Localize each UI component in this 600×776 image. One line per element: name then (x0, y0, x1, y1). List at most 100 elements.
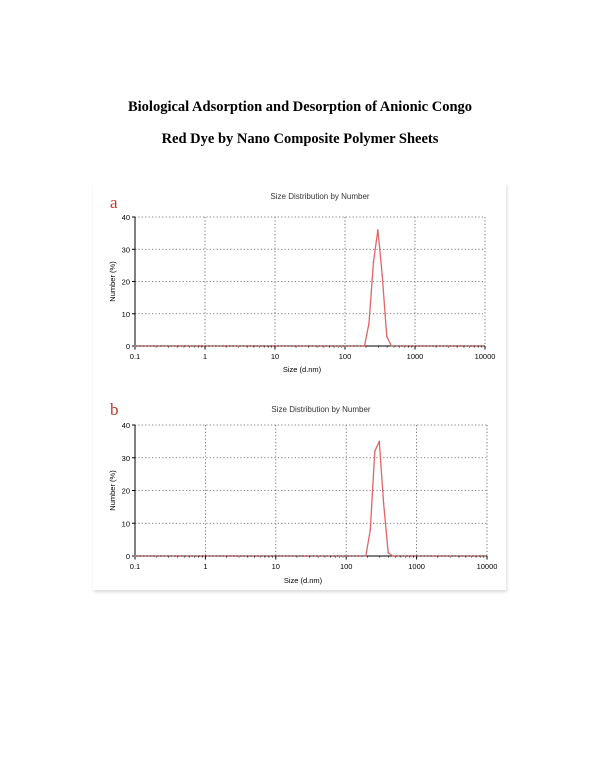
chart-a-baseline-point (185, 345, 188, 347)
chart-a-xtick-label-5: 10000 (475, 352, 496, 361)
chart-b-baseline-point (206, 555, 209, 557)
chart-a-series-point-1 (368, 322, 370, 325)
chart-a-baseline-point (140, 345, 143, 347)
chart-b-xtick-label-1: 1 (203, 562, 207, 571)
chart-a-baseline-point (258, 345, 260, 347)
chart-b-baseline-point (439, 555, 441, 557)
chart-a-baseline-point (395, 345, 398, 347)
chart-b-baseline-point (328, 555, 330, 557)
chart-b-xlabel: Size (d.nm) (284, 576, 323, 585)
chart-b-baseline-point (418, 555, 421, 557)
chart-b-baseline-point (352, 555, 355, 557)
chart-a-baseline-point (247, 345, 250, 347)
chart-a-baseline-point (320, 345, 322, 347)
chart-a-baseline-point (223, 345, 226, 347)
chart-b-series-point-0 (365, 555, 367, 557)
chart-b-series-point-5 (387, 551, 390, 554)
chart-b-svg: 0 10 20 30 40 0.1 1 10 100 1000 10000 Size Distribu… (108, 405, 497, 585)
chart-b-baseline-point (251, 555, 254, 557)
chart-b-baseline-point (435, 555, 438, 557)
chart-b-xtick-label-0: 0.1 (130, 562, 140, 571)
chart-a-baseline-point (340, 345, 343, 347)
chart-b-ylabel: Number (%) (108, 470, 117, 511)
chart-a-series-point-0 (363, 345, 366, 347)
chart-a-baseline-point (337, 345, 340, 347)
chart-a-ylabel: Number (%) (108, 261, 117, 302)
chart-a-ytick-label-1: 10 (122, 310, 130, 319)
chart-a-series-point-4 (381, 274, 384, 276)
chart-a-baseline-point (244, 345, 247, 347)
chart-a-baseline-point (265, 345, 267, 347)
chart-b-baseline-point (324, 555, 327, 557)
chart-a-baseline-point (282, 345, 285, 347)
chart-a-series-point-6 (390, 345, 393, 347)
chart-a-baseline-point (423, 345, 426, 347)
chart-a-baseline-point (302, 345, 305, 347)
chart-b-baseline-point (193, 555, 195, 557)
chart-b-baseline-point (359, 555, 362, 557)
chart-b-baseline-point (480, 555, 483, 557)
chart-a-baseline-point (192, 345, 195, 347)
chart-a-baseline-point (327, 345, 329, 347)
chart-a-baseline-point (316, 345, 319, 347)
chart-a-baseline-point (199, 345, 202, 347)
chart-a-ytick-label-2: 20 (122, 278, 130, 287)
chart-b-ytick-label-2: 20 (122, 487, 130, 496)
chart-a-baseline-point (158, 345, 161, 347)
chart-a-baseline-point (209, 345, 212, 347)
chart-b-baseline-point (477, 555, 479, 557)
chart-a-baseline-point (168, 345, 171, 347)
chart-a-baseline-point (416, 345, 419, 347)
chart-a-baseline-point (285, 345, 288, 347)
chart-a-baseline-point (171, 345, 174, 347)
chart-a-baseline-point (358, 345, 360, 347)
chart-b-series-point-2 (374, 450, 376, 452)
chart-b-series-point-6 (392, 555, 394, 557)
chart-b-baseline-point (397, 555, 400, 557)
chart-a-baseline-point (206, 345, 209, 347)
chart-a-baseline-point (361, 345, 364, 347)
chart-a-baseline-point (333, 345, 336, 347)
chart-b-baseline-point (335, 555, 337, 557)
chart-a-series-point-2 (372, 261, 375, 263)
chart-a-baseline-point (430, 345, 433, 347)
chart-a-series-line-0 (363, 229, 392, 347)
chart-b-title: Size Distribution by Number (271, 405, 370, 414)
chart-a-baseline-point (402, 345, 405, 347)
chart-a-baseline-point (147, 345, 150, 347)
chart-a-svg: 0 10 20 30 40 0.1 1 10 100 1000 10000 Size Distribu… (108, 192, 496, 374)
chart-b-series-line-0 (365, 440, 394, 557)
chart-b-baseline-point (234, 555, 237, 557)
chart-b-baseline-point (463, 555, 466, 557)
chart-b-baseline-point (404, 555, 407, 557)
chart-a-baseline-point (468, 345, 471, 347)
chart-b-baseline-point (338, 555, 341, 557)
chart-b-baseline-point (165, 555, 168, 557)
chart-b-baseline-point (161, 555, 164, 557)
chart-a-baseline-point (216, 345, 219, 347)
chart-a-baseline-point (261, 345, 264, 347)
chart-a-baseline-point (392, 345, 395, 347)
chart-b-baseline-point (449, 555, 452, 557)
chart-a-xtick-label-2: 10 (271, 352, 279, 361)
chart-b-baseline-point (290, 555, 292, 557)
chart-a-baseline-point (203, 345, 205, 347)
chart-b-series-point-1 (369, 529, 372, 531)
chart-b-baseline-point (137, 555, 140, 557)
chart-b-baseline-point (428, 555, 431, 557)
chart-a-baseline-point (440, 345, 443, 347)
chart-b-baseline-point (307, 555, 310, 557)
chart-b-baseline-point (456, 555, 459, 557)
chart-a-series-point-5 (385, 335, 388, 338)
chart-b-baseline-point (196, 555, 199, 557)
chart-a-baseline-point (351, 345, 353, 347)
chart-a-baseline-point (409, 345, 412, 347)
chart-b-baseline-point (421, 555, 424, 557)
chart-a-baseline-point (482, 345, 484, 347)
chart-a-baseline-point (296, 345, 298, 347)
chart-a-baseline-point (347, 345, 350, 347)
chart-a-baseline-point (240, 345, 243, 347)
chart-a-baseline-point (254, 345, 257, 347)
chart-b-baseline-point (470, 555, 473, 557)
chart-a-baseline-point (313, 345, 316, 347)
